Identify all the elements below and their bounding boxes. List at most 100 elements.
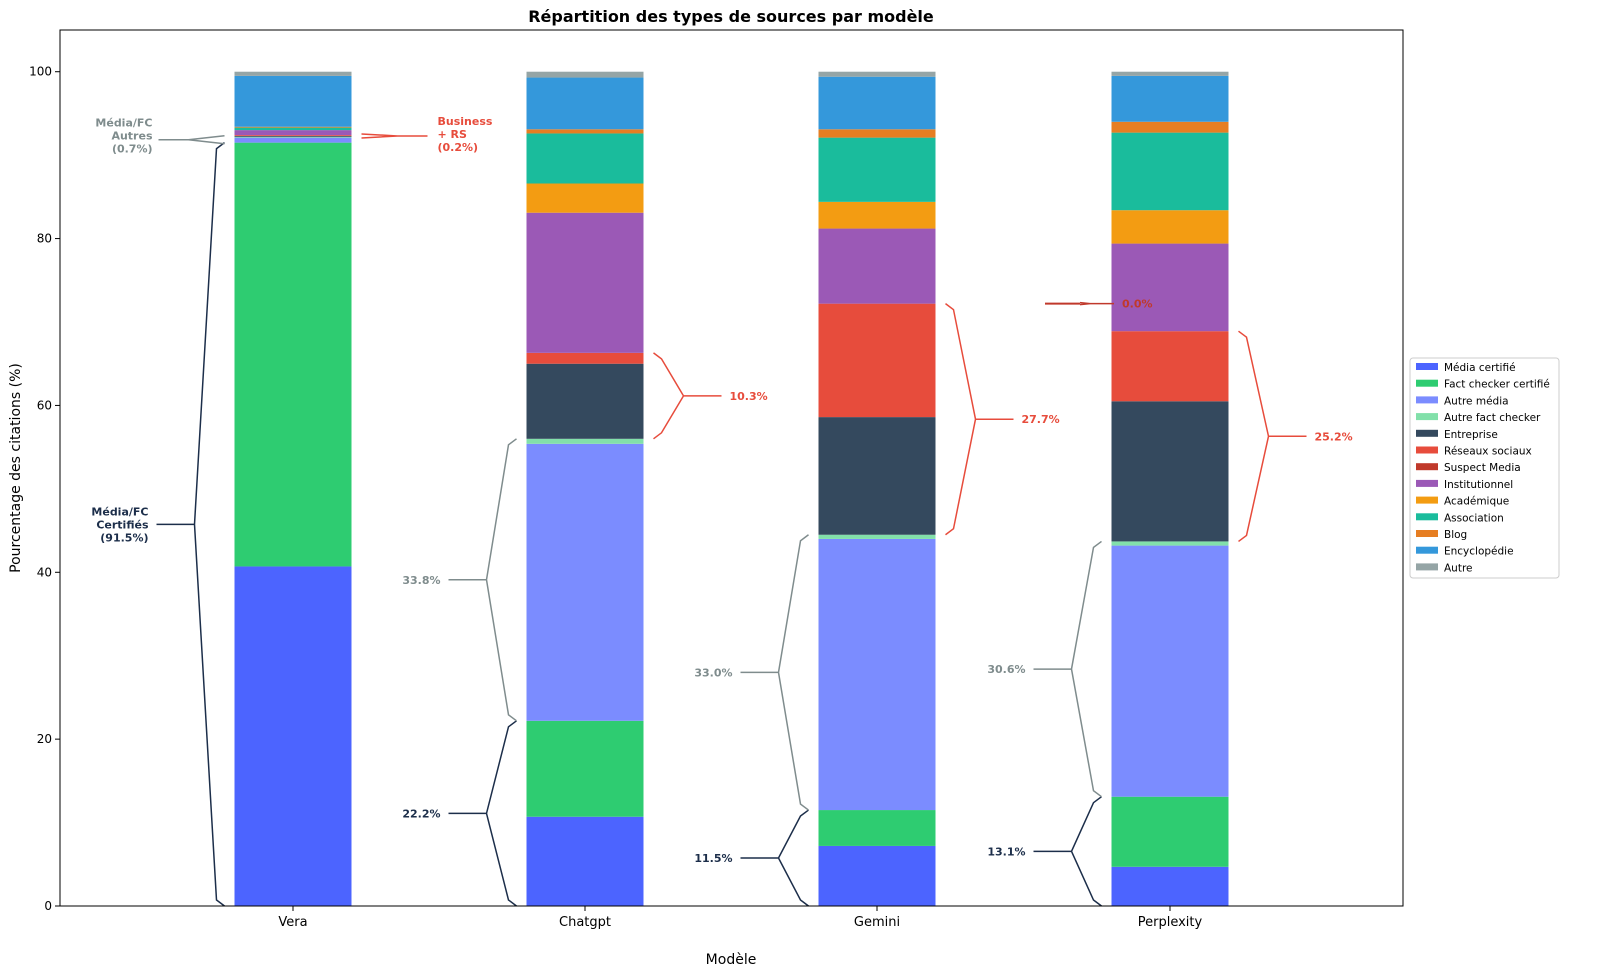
bar-segment-vera-1 bbox=[234, 142, 352, 567]
bar-segment-vera-9 bbox=[234, 127, 352, 131]
legend-label: Suspect Media bbox=[1444, 462, 1521, 474]
bar-segment-perplexity-10 bbox=[1111, 121, 1229, 133]
plot-frame bbox=[59, 29, 1404, 907]
bar-segment-chatgpt-9 bbox=[526, 133, 644, 184]
bar-segment-gemini-3 bbox=[818, 534, 936, 539]
bar-segment-vera-12 bbox=[234, 71, 352, 76]
legend-label: Autre fact checker bbox=[1444, 412, 1541, 424]
annotations: Média/FC Certifiés (91.5%) Média/FC Autres (0… bbox=[91, 115, 1353, 907]
x-axis-label: Modèle bbox=[706, 952, 757, 968]
label-other-chatgpt: 33.8% bbox=[402, 574, 440, 587]
legend-label: Autre bbox=[1444, 562, 1473, 574]
bar-segment-vera-7 bbox=[234, 130, 352, 136]
brace-business-gemini bbox=[945, 303, 984, 536]
legend-label: Entreprise bbox=[1444, 429, 1498, 441]
bar-segment-gemini-2 bbox=[818, 538, 936, 811]
legend-label: Réseaux sociaux bbox=[1444, 446, 1532, 458]
bar-segment-vera-11 bbox=[234, 75, 352, 127]
bar-segment-chatgpt-11 bbox=[526, 77, 644, 130]
y-tick-label: 60 bbox=[37, 398, 52, 412]
bar-segment-chatgpt-2 bbox=[526, 443, 644, 721]
x-tick-label: Chatgpt bbox=[559, 915, 611, 930]
legend-swatch bbox=[1416, 479, 1438, 487]
label-other-gemini: 33.0% bbox=[694, 666, 732, 679]
y-tick-label: 80 bbox=[37, 232, 52, 246]
bar-segment-vera-5 bbox=[234, 135, 352, 136]
legend-label: Média certifié bbox=[1444, 362, 1516, 374]
bar-segment-vera-4 bbox=[234, 135, 352, 137]
legend-label: Blog bbox=[1444, 529, 1467, 541]
legend-swatch bbox=[1416, 396, 1438, 404]
brace-other-perplexity bbox=[1063, 540, 1102, 798]
y-tick-label: 20 bbox=[37, 732, 52, 746]
bar-segment-gemini-5 bbox=[818, 303, 936, 418]
bar-segment-perplexity-1 bbox=[1111, 796, 1229, 867]
x-tick-label: Vera bbox=[278, 915, 307, 930]
bar-segment-chatgpt-3 bbox=[526, 438, 644, 444]
bar-segment-chatgpt-7 bbox=[526, 212, 644, 353]
brace-certified-gemini bbox=[770, 809, 809, 907]
bar-segment-perplexity-12 bbox=[1111, 71, 1229, 76]
bar-segment-perplexity-4 bbox=[1111, 401, 1229, 542]
brace-business-vera bbox=[361, 133, 398, 139]
legend: Média certifié Fact checker certifié Autre… bbox=[1409, 357, 1560, 579]
legend-label: Fact checker certifié bbox=[1444, 379, 1550, 391]
bar-segment-perplexity-2 bbox=[1111, 545, 1229, 797]
axes: 0 20 40 60 80 100 Vera Chatgpt Gemini Perplexity bbox=[29, 65, 1202, 930]
bar-segment-perplexity-11 bbox=[1111, 75, 1229, 122]
label-certified-chatgpt: 22.2% bbox=[402, 807, 440, 820]
bar-segment-perplexity-7 bbox=[1111, 243, 1229, 332]
brace-business-perplexity bbox=[1238, 330, 1277, 543]
y-tick-label: 100 bbox=[29, 65, 52, 79]
y-tick-label: 40 bbox=[37, 565, 52, 579]
bar-segment-chatgpt-10 bbox=[526, 129, 644, 134]
bar-segment-gemini-7 bbox=[818, 228, 936, 304]
legend-swatch bbox=[1416, 530, 1438, 537]
label-business-gemini: 27.7% bbox=[1022, 413, 1060, 426]
brace-certified-chatgpt bbox=[478, 720, 517, 907]
legend-swatch bbox=[1416, 413, 1438, 421]
legend-swatch bbox=[1416, 513, 1438, 521]
legend-swatch bbox=[1416, 363, 1438, 370]
bar-segment-chatgpt-8 bbox=[526, 183, 644, 213]
suspect-brace bbox=[1079, 301, 1091, 306]
legend-swatch bbox=[1416, 429, 1438, 437]
brace-other-chatgpt bbox=[478, 438, 517, 722]
label-business-vera: Business + RS (0.2%) bbox=[438, 115, 493, 154]
bar-segment-chatgpt-4 bbox=[526, 363, 644, 439]
x-tick-label: Gemini bbox=[854, 915, 900, 930]
legend-label: Encyclopédie bbox=[1444, 546, 1514, 558]
brace-business-chatgpt bbox=[653, 352, 692, 440]
legend-swatch bbox=[1416, 446, 1438, 454]
legend-swatch bbox=[1416, 379, 1438, 387]
bar-segment-chatgpt-12 bbox=[526, 71, 644, 78]
bars bbox=[234, 71, 1229, 906]
bar-segment-vera-0 bbox=[234, 566, 352, 906]
label-other-vera: Média/FC Autres (0.7%) bbox=[95, 117, 153, 156]
bar-segment-vera-2 bbox=[234, 137, 352, 143]
bar-segment-gemini-1 bbox=[818, 810, 936, 846]
bar-segment-perplexity-8 bbox=[1111, 210, 1229, 244]
y-axis-label: Pourcentage des citations (%) bbox=[8, 363, 24, 573]
legend-label: Association bbox=[1444, 512, 1504, 524]
label-business-chatgpt: 10.3% bbox=[730, 390, 768, 403]
bar-segment-gemini-11 bbox=[818, 76, 936, 130]
bar-segment-gemini-8 bbox=[818, 201, 936, 229]
label-other-perplexity: 30.6% bbox=[987, 663, 1025, 676]
legend-box bbox=[1409, 357, 1560, 579]
bar-segment-gemini-4 bbox=[818, 417, 936, 535]
bar-segment-perplexity-5 bbox=[1111, 331, 1229, 402]
brace-other-vera bbox=[188, 134, 225, 145]
label-certified-gemini: 11.5% bbox=[694, 852, 732, 865]
brace-other-gemini bbox=[770, 534, 809, 811]
bar-segment-perplexity-9 bbox=[1111, 132, 1229, 211]
bar-segment-perplexity-3 bbox=[1111, 541, 1229, 546]
bar-segment-gemini-10 bbox=[818, 129, 936, 138]
label-certified-vera: Média/FC Certifiés (91.5%) bbox=[91, 505, 149, 544]
bar-segment-gemini-0 bbox=[818, 845, 936, 906]
bar-segment-vera-10 bbox=[234, 126, 352, 128]
bar-segment-perplexity-0 bbox=[1111, 866, 1229, 906]
legend-swatch bbox=[1416, 496, 1438, 504]
